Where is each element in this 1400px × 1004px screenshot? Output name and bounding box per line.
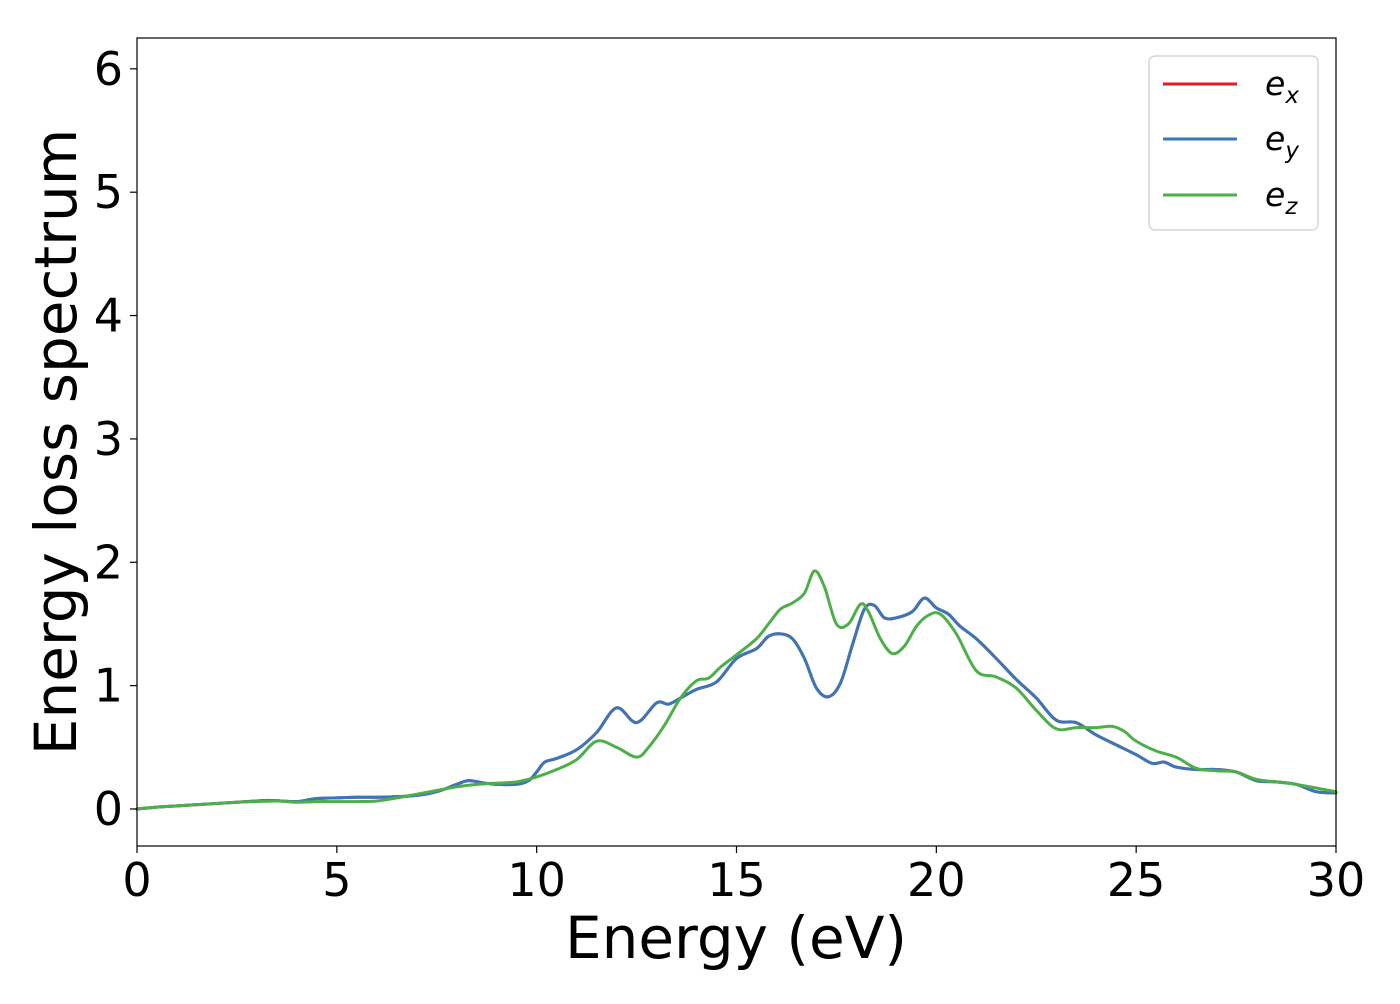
- x-tick-label: 20: [907, 853, 966, 907]
- y-tick-label: 5: [94, 165, 123, 219]
- legend-label-base: e: [1265, 175, 1285, 214]
- legend-label-ex: ex: [1265, 64, 1299, 109]
- series-line-ex: [135, 596, 1338, 811]
- x-axis-label: Energy (eV): [565, 904, 907, 972]
- legend-label-subscript: x: [1284, 83, 1299, 109]
- legend-label-subscript: z: [1284, 194, 1298, 220]
- y-tick-label: 4: [94, 289, 123, 343]
- x-axis-ticks: 0 5 10 15 20 25 30: [122, 846, 1365, 907]
- y-tick-label: 3: [94, 412, 123, 466]
- x-tick-label: 10: [507, 853, 566, 907]
- series-line-ey: [135, 596, 1338, 811]
- series-line-ez: [135, 569, 1338, 811]
- legend-label-ez: ez: [1265, 175, 1298, 220]
- legend-label-ey: ey: [1265, 119, 1299, 164]
- series-layer: [135, 569, 1338, 811]
- y-tick-label: 0: [94, 782, 123, 836]
- x-tick-label: 30: [1307, 853, 1366, 907]
- y-tick-label: 2: [94, 535, 123, 589]
- x-tick-label: 0: [122, 853, 151, 907]
- y-axis-label: Energy loss spectrum: [22, 129, 90, 755]
- x-tick-label: 5: [322, 853, 351, 907]
- legend-label-base: e: [1265, 119, 1285, 158]
- x-tick-label: 15: [707, 853, 766, 907]
- legend-box: [1148, 55, 1319, 231]
- y-axis-ticks: 0 1 2 3 4 5 6: [94, 42, 137, 836]
- legend-label-base: e: [1265, 64, 1285, 103]
- x-tick-label: 25: [1107, 853, 1166, 907]
- legend-label-subscript: y: [1284, 138, 1299, 164]
- y-tick-label: 1: [94, 659, 123, 713]
- y-tick-label: 6: [94, 42, 123, 96]
